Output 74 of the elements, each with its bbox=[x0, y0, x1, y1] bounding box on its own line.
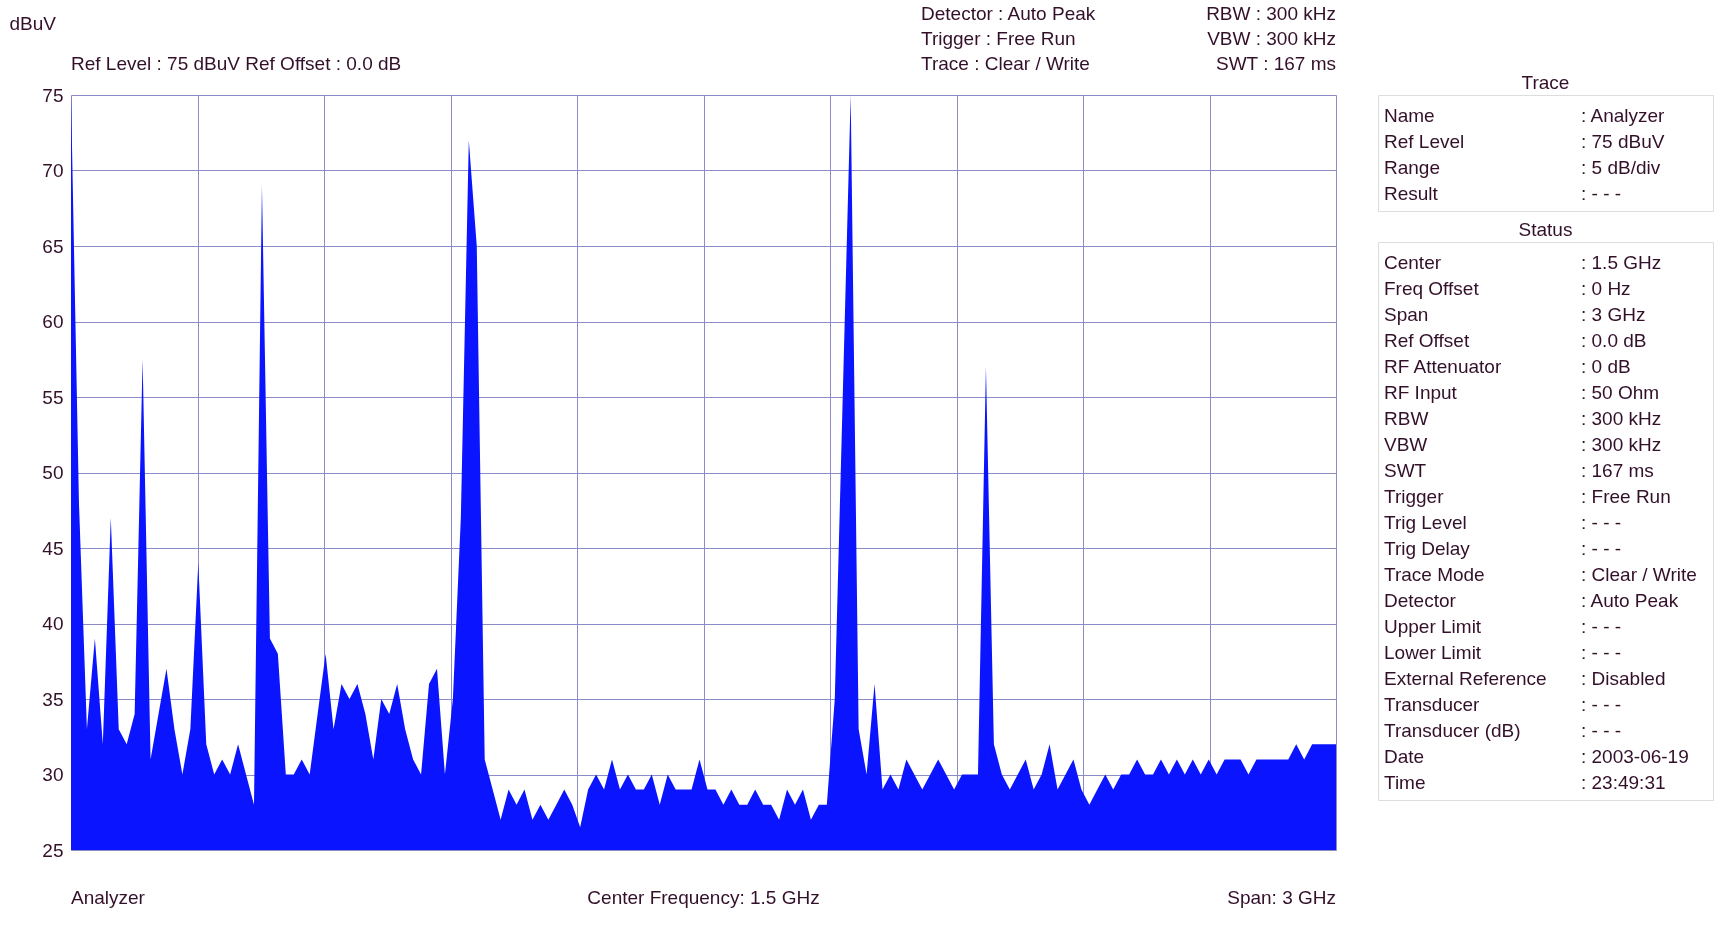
text: Center bbox=[1384, 252, 1442, 273]
text: RF Attenuator bbox=[1384, 356, 1502, 377]
y-axis-title: dBuV bbox=[9, 12, 57, 34]
text: : 0.0 dB bbox=[1581, 330, 1647, 351]
text: RF Input bbox=[1384, 382, 1458, 403]
y-tick-label: 60 bbox=[42, 311, 64, 332]
text: : 300 kHz bbox=[1581, 408, 1662, 429]
text: SWT bbox=[1384, 460, 1427, 481]
text: : 1.5 GHz bbox=[1581, 252, 1662, 273]
y-tick-label: 65 bbox=[42, 235, 64, 257]
text: : - - - bbox=[1581, 183, 1622, 204]
text: : - - - bbox=[1581, 512, 1622, 533]
text: : 2003-06-19 bbox=[1581, 746, 1689, 767]
text: Center Frequency: 1.5 GHz bbox=[587, 887, 820, 908]
text: Upper Limit bbox=[1384, 616, 1482, 637]
chart-subtitle: Ref Level : 75 dBuV Ref Offset : 0.0 dB bbox=[71, 53, 402, 74]
text: Date bbox=[1384, 746, 1425, 767]
text: Trace : Clear / Write bbox=[921, 53, 1090, 74]
text: Trigger : Free Run bbox=[921, 28, 1076, 49]
y-tick-label: 75 bbox=[42, 84, 64, 106]
text: VBW bbox=[1384, 434, 1428, 455]
text: Transducer (dB) bbox=[1384, 720, 1521, 741]
y-tick-label: 45 bbox=[42, 537, 64, 559]
text: VBW : 300 kHz bbox=[1207, 28, 1336, 49]
text: RBW : 300 kHz bbox=[1206, 3, 1336, 24]
text: Trig Delay bbox=[1384, 538, 1471, 559]
text: : - - - bbox=[1581, 538, 1622, 559]
text: : Clear / Write bbox=[1581, 564, 1697, 585]
y-tick-label: 25 bbox=[42, 839, 64, 861]
text: : 300 kHz bbox=[1581, 434, 1662, 455]
text: : 75 dBuV bbox=[1581, 131, 1665, 152]
text: : 5 dB/div bbox=[1581, 157, 1661, 178]
y-tick-label: 50 bbox=[42, 462, 64, 483]
text: Detector bbox=[1384, 590, 1457, 611]
text: Trig Level bbox=[1384, 512, 1467, 533]
text: Detector : Auto Peak bbox=[921, 3, 1096, 24]
text: Trace Mode bbox=[1384, 564, 1485, 585]
text: SWT : 167 ms bbox=[1215, 53, 1336, 74]
text: : Auto Peak bbox=[1581, 590, 1679, 611]
text: Ref Offset bbox=[1384, 330, 1470, 351]
text: Span: 3 GHz bbox=[1227, 887, 1336, 908]
text: : - - - bbox=[1581, 694, 1622, 715]
y-tick-label: 70 bbox=[42, 160, 64, 181]
text: : 3 GHz bbox=[1581, 304, 1646, 325]
y-tick-label: 40 bbox=[42, 613, 64, 634]
text: : - - - bbox=[1581, 720, 1622, 741]
text: : Disabled bbox=[1581, 668, 1666, 689]
text: Transducer bbox=[1384, 694, 1481, 715]
text: Trace bbox=[1521, 72, 1570, 93]
text: Analyzer bbox=[71, 887, 146, 908]
text: Freq Offset bbox=[1384, 278, 1480, 299]
text: : - - - bbox=[1581, 616, 1622, 637]
text: Lower Limit bbox=[1384, 642, 1482, 663]
text: : 0 Hz bbox=[1581, 278, 1631, 299]
text: Span bbox=[1384, 304, 1429, 325]
text: RBW bbox=[1384, 408, 1429, 429]
text: Time bbox=[1384, 772, 1426, 793]
text: : - - - bbox=[1581, 642, 1622, 663]
text: External Reference bbox=[1384, 668, 1547, 689]
text: Result bbox=[1384, 183, 1439, 204]
text: : Free Run bbox=[1581, 486, 1671, 507]
y-tick-label: 55 bbox=[42, 386, 64, 408]
text: : 0 dB bbox=[1581, 356, 1631, 377]
y-tick-label: 35 bbox=[42, 688, 64, 710]
text: Ref Level bbox=[1384, 131, 1465, 152]
y-tick-label: 30 bbox=[42, 764, 64, 785]
text: : 50 Ohm bbox=[1581, 382, 1660, 403]
text: : 167 ms bbox=[1581, 460, 1654, 481]
text: Range bbox=[1384, 157, 1440, 178]
text: : 23:49:31 bbox=[1581, 772, 1666, 793]
text: Trigger bbox=[1384, 486, 1445, 507]
text: Name bbox=[1384, 105, 1435, 126]
text: Status bbox=[1518, 219, 1573, 240]
text: : Analyzer bbox=[1581, 105, 1666, 126]
